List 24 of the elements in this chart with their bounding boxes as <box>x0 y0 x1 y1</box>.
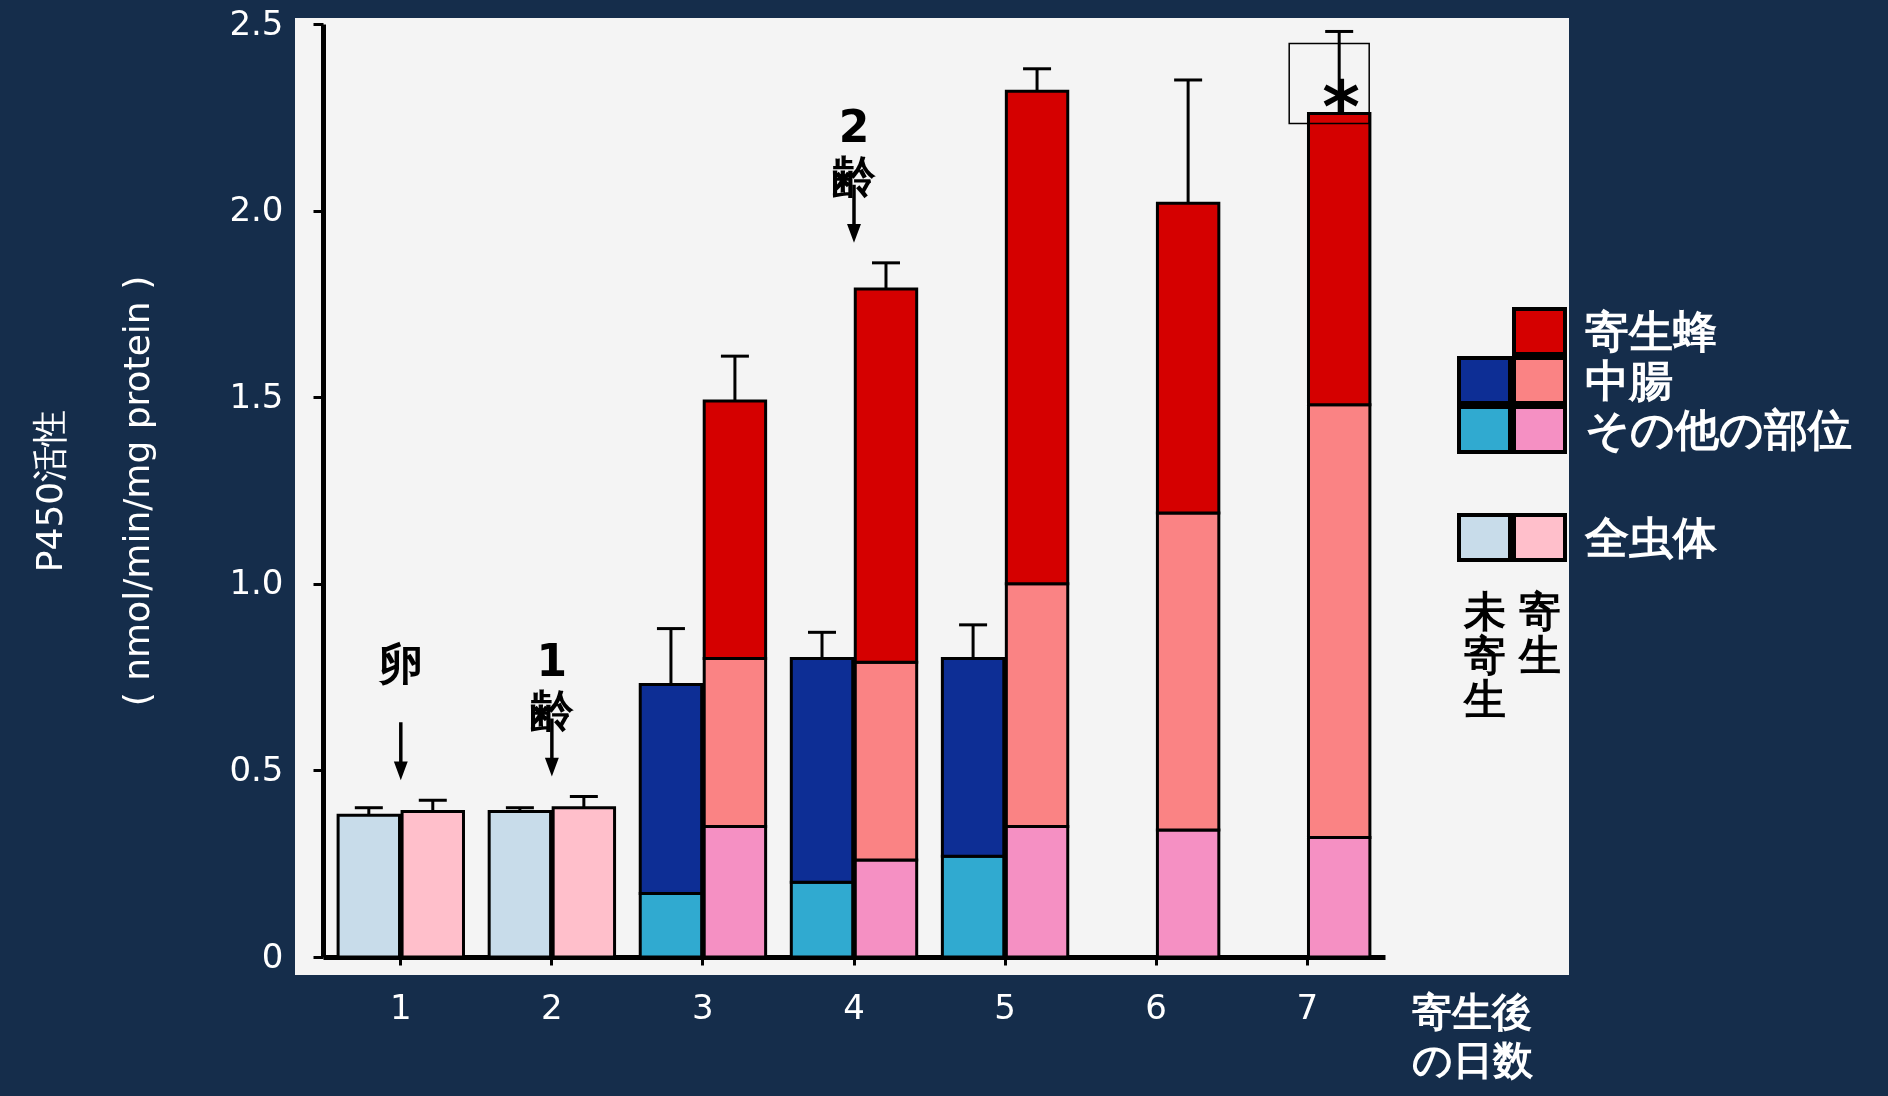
y-tick-label: 2.0 <box>229 189 284 230</box>
legend-label: その他の部位 <box>1585 404 1852 455</box>
x-tick-label: 5 <box>994 986 1016 1027</box>
y-tick-label: 1.5 <box>229 375 284 416</box>
x-tick-label: 1 <box>389 986 412 1027</box>
y-tick-label: 2.5 <box>229 2 284 43</box>
x-tick-label: 2 <box>541 986 563 1027</box>
legend-title: 未寄生 <box>1463 587 1506 724</box>
y-tick-label: 0.5 <box>229 748 284 789</box>
text: P450活性 ( nmol/min/mg protein ) <box>29 275 158 707</box>
x-tick-label: 7 <box>1296 986 1319 1027</box>
legend-label: 中腸 <box>1585 355 1673 406</box>
x-axis-title: 寄生後の日数 <box>1412 988 1534 1084</box>
legend-label: 寄生蜂 <box>1585 306 1717 357</box>
annotation: 1齢 <box>529 634 574 736</box>
x-tick-label: 6 <box>1145 986 1167 1027</box>
y-tick-label: 1.0 <box>229 562 284 603</box>
x-tick-label: 4 <box>843 986 865 1027</box>
x-tick-label: 3 <box>692 986 714 1027</box>
legend-title: 寄生 <box>1518 587 1561 680</box>
y-tick-label: 0 <box>261 935 284 976</box>
annotation: 卵 <box>377 638 423 690</box>
legend-label: 全虫体 <box>1585 512 1717 563</box>
annotation: 2齢 <box>832 100 876 202</box>
